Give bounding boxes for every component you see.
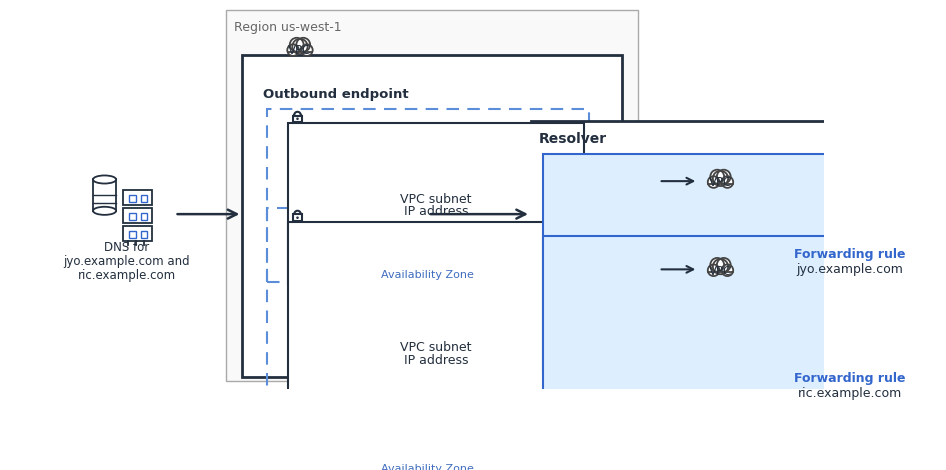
Text: Forwarding rule: Forwarding rule <box>795 372 905 385</box>
Bar <box>226 9 638 381</box>
Text: VPC subnet: VPC subnet <box>400 341 472 354</box>
Circle shape <box>289 38 304 52</box>
Ellipse shape <box>93 207 116 215</box>
Circle shape <box>710 170 724 183</box>
Text: Availability Zone: Availability Zone <box>381 270 474 280</box>
Bar <box>123 208 152 223</box>
Text: ric.example.com: ric.example.com <box>797 386 902 400</box>
Circle shape <box>713 171 728 186</box>
Text: IP address: IP address <box>404 205 468 218</box>
Bar <box>130 213 136 220</box>
Bar <box>123 190 152 205</box>
Text: VPC subnet: VPC subnet <box>400 193 472 206</box>
Bar <box>543 236 946 470</box>
Circle shape <box>713 259 728 274</box>
Circle shape <box>296 38 310 52</box>
Bar <box>93 180 116 211</box>
Text: jyo.example.com and: jyo.example.com and <box>63 255 190 267</box>
Circle shape <box>722 265 733 276</box>
Circle shape <box>301 44 313 56</box>
Bar <box>242 55 622 376</box>
Bar <box>123 227 152 241</box>
Bar <box>130 231 136 238</box>
Text: Region us-west-1: Region us-west-1 <box>234 21 342 34</box>
Bar <box>288 222 585 470</box>
Text: DNS for: DNS for <box>104 241 149 253</box>
Bar <box>141 231 148 238</box>
Text: VPC: VPC <box>289 44 311 57</box>
Circle shape <box>296 118 299 120</box>
Circle shape <box>292 39 307 54</box>
Circle shape <box>296 216 299 219</box>
Bar <box>531 121 946 430</box>
Ellipse shape <box>93 175 116 183</box>
Bar <box>708 270 733 274</box>
Circle shape <box>288 44 299 56</box>
Bar <box>267 109 588 282</box>
Circle shape <box>708 265 719 276</box>
Bar <box>141 195 148 202</box>
Bar <box>288 124 585 284</box>
Bar <box>254 80 609 372</box>
Bar <box>543 154 946 372</box>
Text: Resolver: Resolver <box>539 132 607 146</box>
Text: Availability Zone: Availability Zone <box>381 464 474 470</box>
Text: ric.example.com: ric.example.com <box>78 268 176 282</box>
Text: IP address: IP address <box>404 353 468 367</box>
Circle shape <box>717 258 730 272</box>
Bar <box>708 182 733 186</box>
Circle shape <box>708 176 719 188</box>
Circle shape <box>717 170 730 183</box>
Bar <box>288 50 313 54</box>
Text: Forwarding rule: Forwarding rule <box>795 248 905 261</box>
Text: VPC: VPC <box>709 265 732 277</box>
Bar <box>293 116 302 122</box>
Bar <box>141 213 148 220</box>
Circle shape <box>710 258 724 272</box>
Text: Outbound endpoint: Outbound endpoint <box>263 88 409 101</box>
Text: jyo.example.com: jyo.example.com <box>797 263 903 276</box>
Text: VPC: VPC <box>709 176 732 189</box>
Bar <box>130 195 136 202</box>
Circle shape <box>722 176 733 188</box>
Bar <box>293 214 302 221</box>
Bar <box>267 208 588 470</box>
